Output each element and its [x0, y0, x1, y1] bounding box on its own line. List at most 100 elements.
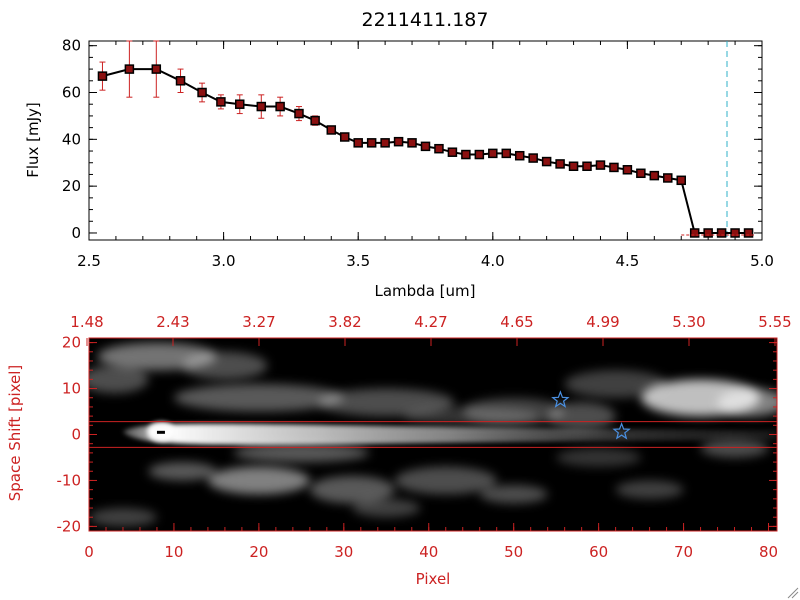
- y-tick-label: 20: [62, 177, 81, 195]
- image-blob: [182, 351, 268, 380]
- data-point: [474, 149, 485, 160]
- x-tick-label: 4.5: [615, 252, 639, 270]
- bottom-x-tick-label: 60: [589, 543, 608, 561]
- image-blob: [615, 480, 684, 499]
- image-blob: [89, 365, 149, 394]
- data-point: [366, 138, 377, 148]
- image-blob: [479, 485, 548, 504]
- y-tick-label: 60: [62, 84, 81, 102]
- image-blob: [233, 443, 370, 463]
- y-tick-label: 40: [62, 130, 81, 148]
- x-tick-label: 5.0: [750, 252, 774, 270]
- data-point: [393, 136, 404, 147]
- data-point: [326, 125, 337, 135]
- bottom-x-tick-label: 10: [164, 543, 183, 561]
- data-point: [582, 161, 592, 172]
- data-point: [420, 141, 431, 152]
- image-blob: [564, 370, 667, 398]
- bottom-y-tick-label: -10: [57, 471, 82, 489]
- data-point: [743, 228, 754, 238]
- data-point: [636, 168, 646, 179]
- data-point: [294, 108, 304, 119]
- bottom-y-tick-label: 10: [62, 380, 81, 398]
- top-wavelength-label: 5.55: [758, 313, 791, 331]
- data-point: [256, 101, 267, 112]
- image-blob: [89, 508, 157, 527]
- bottom-x-axis-label: Pixel: [416, 570, 451, 588]
- data-point: [716, 228, 727, 238]
- top-wavelength-label: 3.27: [242, 313, 275, 331]
- data-point: [175, 76, 186, 86]
- data-point: [407, 138, 417, 148]
- data-point: [447, 147, 458, 157]
- top-wavelength-label: 2.43: [156, 313, 189, 331]
- bottom-y-tick-label: -20: [57, 517, 82, 535]
- bottom-x-tick-label: 80: [759, 543, 778, 561]
- top-wavelength-label: 4.99: [586, 313, 619, 331]
- bottom-y-tick-label: 0: [71, 426, 81, 444]
- data-point: [124, 64, 135, 74]
- image-blob: [700, 439, 769, 458]
- bottom-x-tick-label: 50: [504, 543, 523, 561]
- data-point: [461, 149, 471, 160]
- top-wavelength-label: 3.82: [328, 313, 361, 331]
- resize-grip-icon[interactable]: [787, 587, 799, 599]
- x-tick-label: 2.5: [77, 252, 101, 270]
- top-wavelength-label: 4.27: [414, 313, 447, 331]
- star-icon: [612, 422, 631, 440]
- data-point: [703, 228, 713, 238]
- image-blob: [148, 462, 217, 481]
- data-point: [689, 228, 700, 238]
- image-blob: [173, 383, 344, 412]
- image-blob: [403, 406, 540, 426]
- data-point: [235, 99, 245, 109]
- data-point: [380, 138, 390, 148]
- star-icon: [551, 390, 570, 408]
- bottom-x-tick-label: 30: [334, 543, 353, 561]
- bottom-x-tick-label: 40: [419, 543, 438, 561]
- plot-frame: [88, 40, 763, 241]
- x-tick-label: 3.5: [346, 252, 370, 270]
- data-point: [663, 173, 673, 183]
- data-point: [609, 162, 619, 173]
- data-point: [310, 115, 320, 126]
- y-tick-label: 80: [62, 37, 81, 55]
- data-point: [275, 101, 285, 112]
- data-point: [595, 160, 606, 170]
- image-blob: [352, 498, 421, 518]
- y-axis-label: Flux [mJy]: [24, 102, 42, 178]
- data-point: [730, 228, 740, 238]
- data-point: [488, 148, 498, 159]
- bottom-y-tick-label: 20: [62, 334, 81, 352]
- data-point: [434, 143, 444, 154]
- image-blob: [556, 448, 642, 467]
- x-tick-label: 4.0: [481, 252, 505, 270]
- data-point: [555, 159, 565, 169]
- image-content: [89, 342, 777, 527]
- data-point: [216, 97, 226, 107]
- spectral-image: 0 10 20 30 40 50 60 70 80 1.48 2.43 3.27 3.82 4.27 4.6…: [6, 313, 792, 588]
- data-point: [528, 153, 538, 163]
- data-point: [676, 175, 686, 186]
- bottom-x-tick-label: 20: [249, 543, 268, 561]
- spectrum-plot-area: 2.5 3.0 3.5 4.0 4.5 5.0 0 20 40 60 80: [62, 37, 774, 270]
- bottom-x-tick-label: 0: [84, 543, 94, 561]
- data-point: [151, 64, 162, 74]
- image-blob: [394, 466, 497, 495]
- x-tick-label: 3.0: [212, 252, 236, 270]
- y-tick-label: 0: [71, 224, 81, 242]
- bottom-x-tick-label: 70: [674, 543, 693, 561]
- spectrum-chart: 2211411.187 2.5 3.0 3.5 4.0 4.5 5.0020406080 …: [24, 9, 774, 300]
- chart-title: 2211411.187: [362, 9, 489, 31]
- data-point: [514, 150, 525, 161]
- top-wavelength-label: 4.65: [500, 313, 533, 331]
- top-wavelength-label: 5.30: [672, 313, 705, 331]
- image-blob: [318, 388, 455, 417]
- data-point: [339, 132, 350, 142]
- data-point: [353, 138, 363, 148]
- image-blob: [547, 402, 616, 430]
- spectral-image-area: 0 10 20 30 40 50 60 70 80 1.48 2.43 3.27 3.82 4.27 4.6…: [57, 313, 792, 561]
- x-axis-label: Lambda [um]: [375, 282, 476, 300]
- data-point: [568, 161, 579, 172]
